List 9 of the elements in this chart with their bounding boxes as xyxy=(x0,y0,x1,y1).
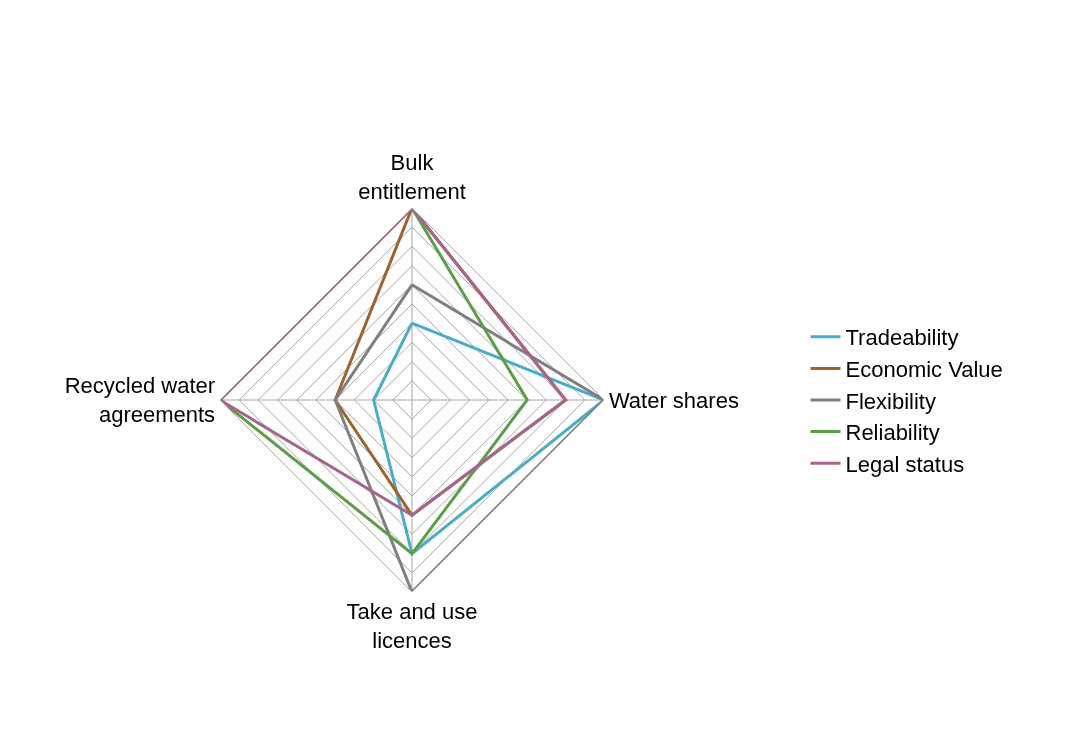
legend-label: Legal status xyxy=(845,451,965,477)
legend-label: Reliability xyxy=(845,420,940,446)
spoke-label: Take and use licences xyxy=(346,598,478,653)
legend-label: Flexibility xyxy=(845,388,936,414)
spoke-label: Water shares xyxy=(608,387,739,413)
spoke-label: Bulk entitlement xyxy=(358,150,466,204)
legend-label: Economic Value xyxy=(845,356,1003,382)
legend-label: Tradeability xyxy=(845,325,959,351)
spoke-label: Recycled water agreements xyxy=(64,373,216,427)
